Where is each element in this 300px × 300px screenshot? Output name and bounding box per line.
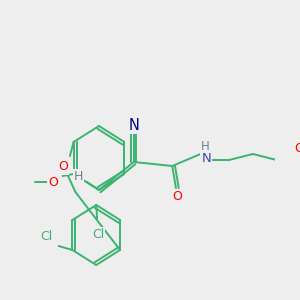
Text: N: N bbox=[128, 118, 139, 133]
Text: H: H bbox=[201, 140, 210, 154]
Text: Cl: Cl bbox=[92, 227, 104, 241]
Text: Cl: Cl bbox=[40, 230, 53, 244]
Text: O: O bbox=[294, 142, 300, 155]
Text: O: O bbox=[49, 176, 58, 188]
Text: N: N bbox=[201, 152, 211, 166]
Text: H: H bbox=[74, 169, 83, 182]
Text: O: O bbox=[172, 190, 182, 203]
Text: O: O bbox=[58, 160, 68, 173]
